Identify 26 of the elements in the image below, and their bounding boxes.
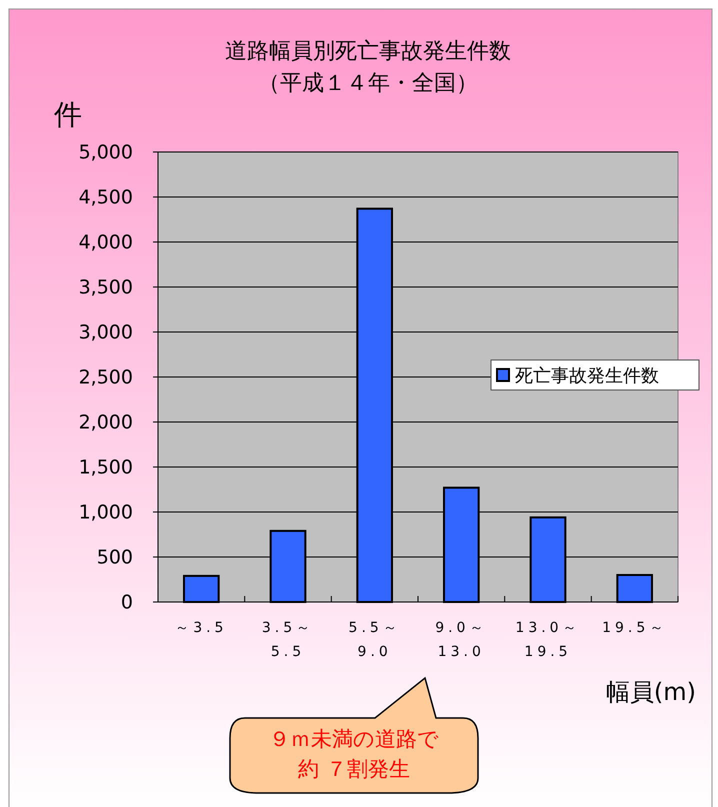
x-tick-label: 9.0～ 13.0	[435, 620, 488, 660]
x-axis-title: 幅員(m)	[606, 678, 696, 706]
y-tick-label: 500	[96, 546, 133, 569]
y-tick-label: 3,500	[78, 276, 133, 299]
x-tick-label: ～3.5	[175, 620, 228, 636]
chart-subtitle: （平成１４年・全国）	[258, 71, 478, 96]
y-tick-label: 1,500	[78, 456, 133, 479]
bar	[183, 574, 220, 603]
x-tick-label: 3.5～ 5.5	[262, 620, 314, 660]
x-tick-label: 19.5～	[602, 620, 668, 636]
text: ９ｍ未満の道路で	[269, 727, 439, 751]
y-tick-label: 0	[120, 592, 133, 614]
y-tick-label: 2,000	[78, 412, 133, 434]
y-tick-label: 4,500	[78, 186, 133, 209]
y-tick-label: 2,500	[78, 366, 133, 389]
y-axis-title: 件	[54, 98, 82, 131]
text: 約 ７割発生	[298, 757, 410, 781]
x-tick-label: 13.0～ 19.5	[515, 620, 581, 660]
bar	[616, 574, 653, 603]
x-tick-label: 5.5～ 9.0	[348, 620, 401, 660]
y-tick-label: 3,000	[78, 322, 133, 344]
y-tick-label: 1,000	[78, 502, 133, 524]
chart-title: 道路幅員別死亡事故発生件数	[225, 39, 511, 64]
y-tick-label: 4,000	[78, 232, 133, 254]
y-tick-label: 5,000	[78, 142, 133, 164]
legend-label: 死亡事故発生件数	[515, 365, 659, 386]
